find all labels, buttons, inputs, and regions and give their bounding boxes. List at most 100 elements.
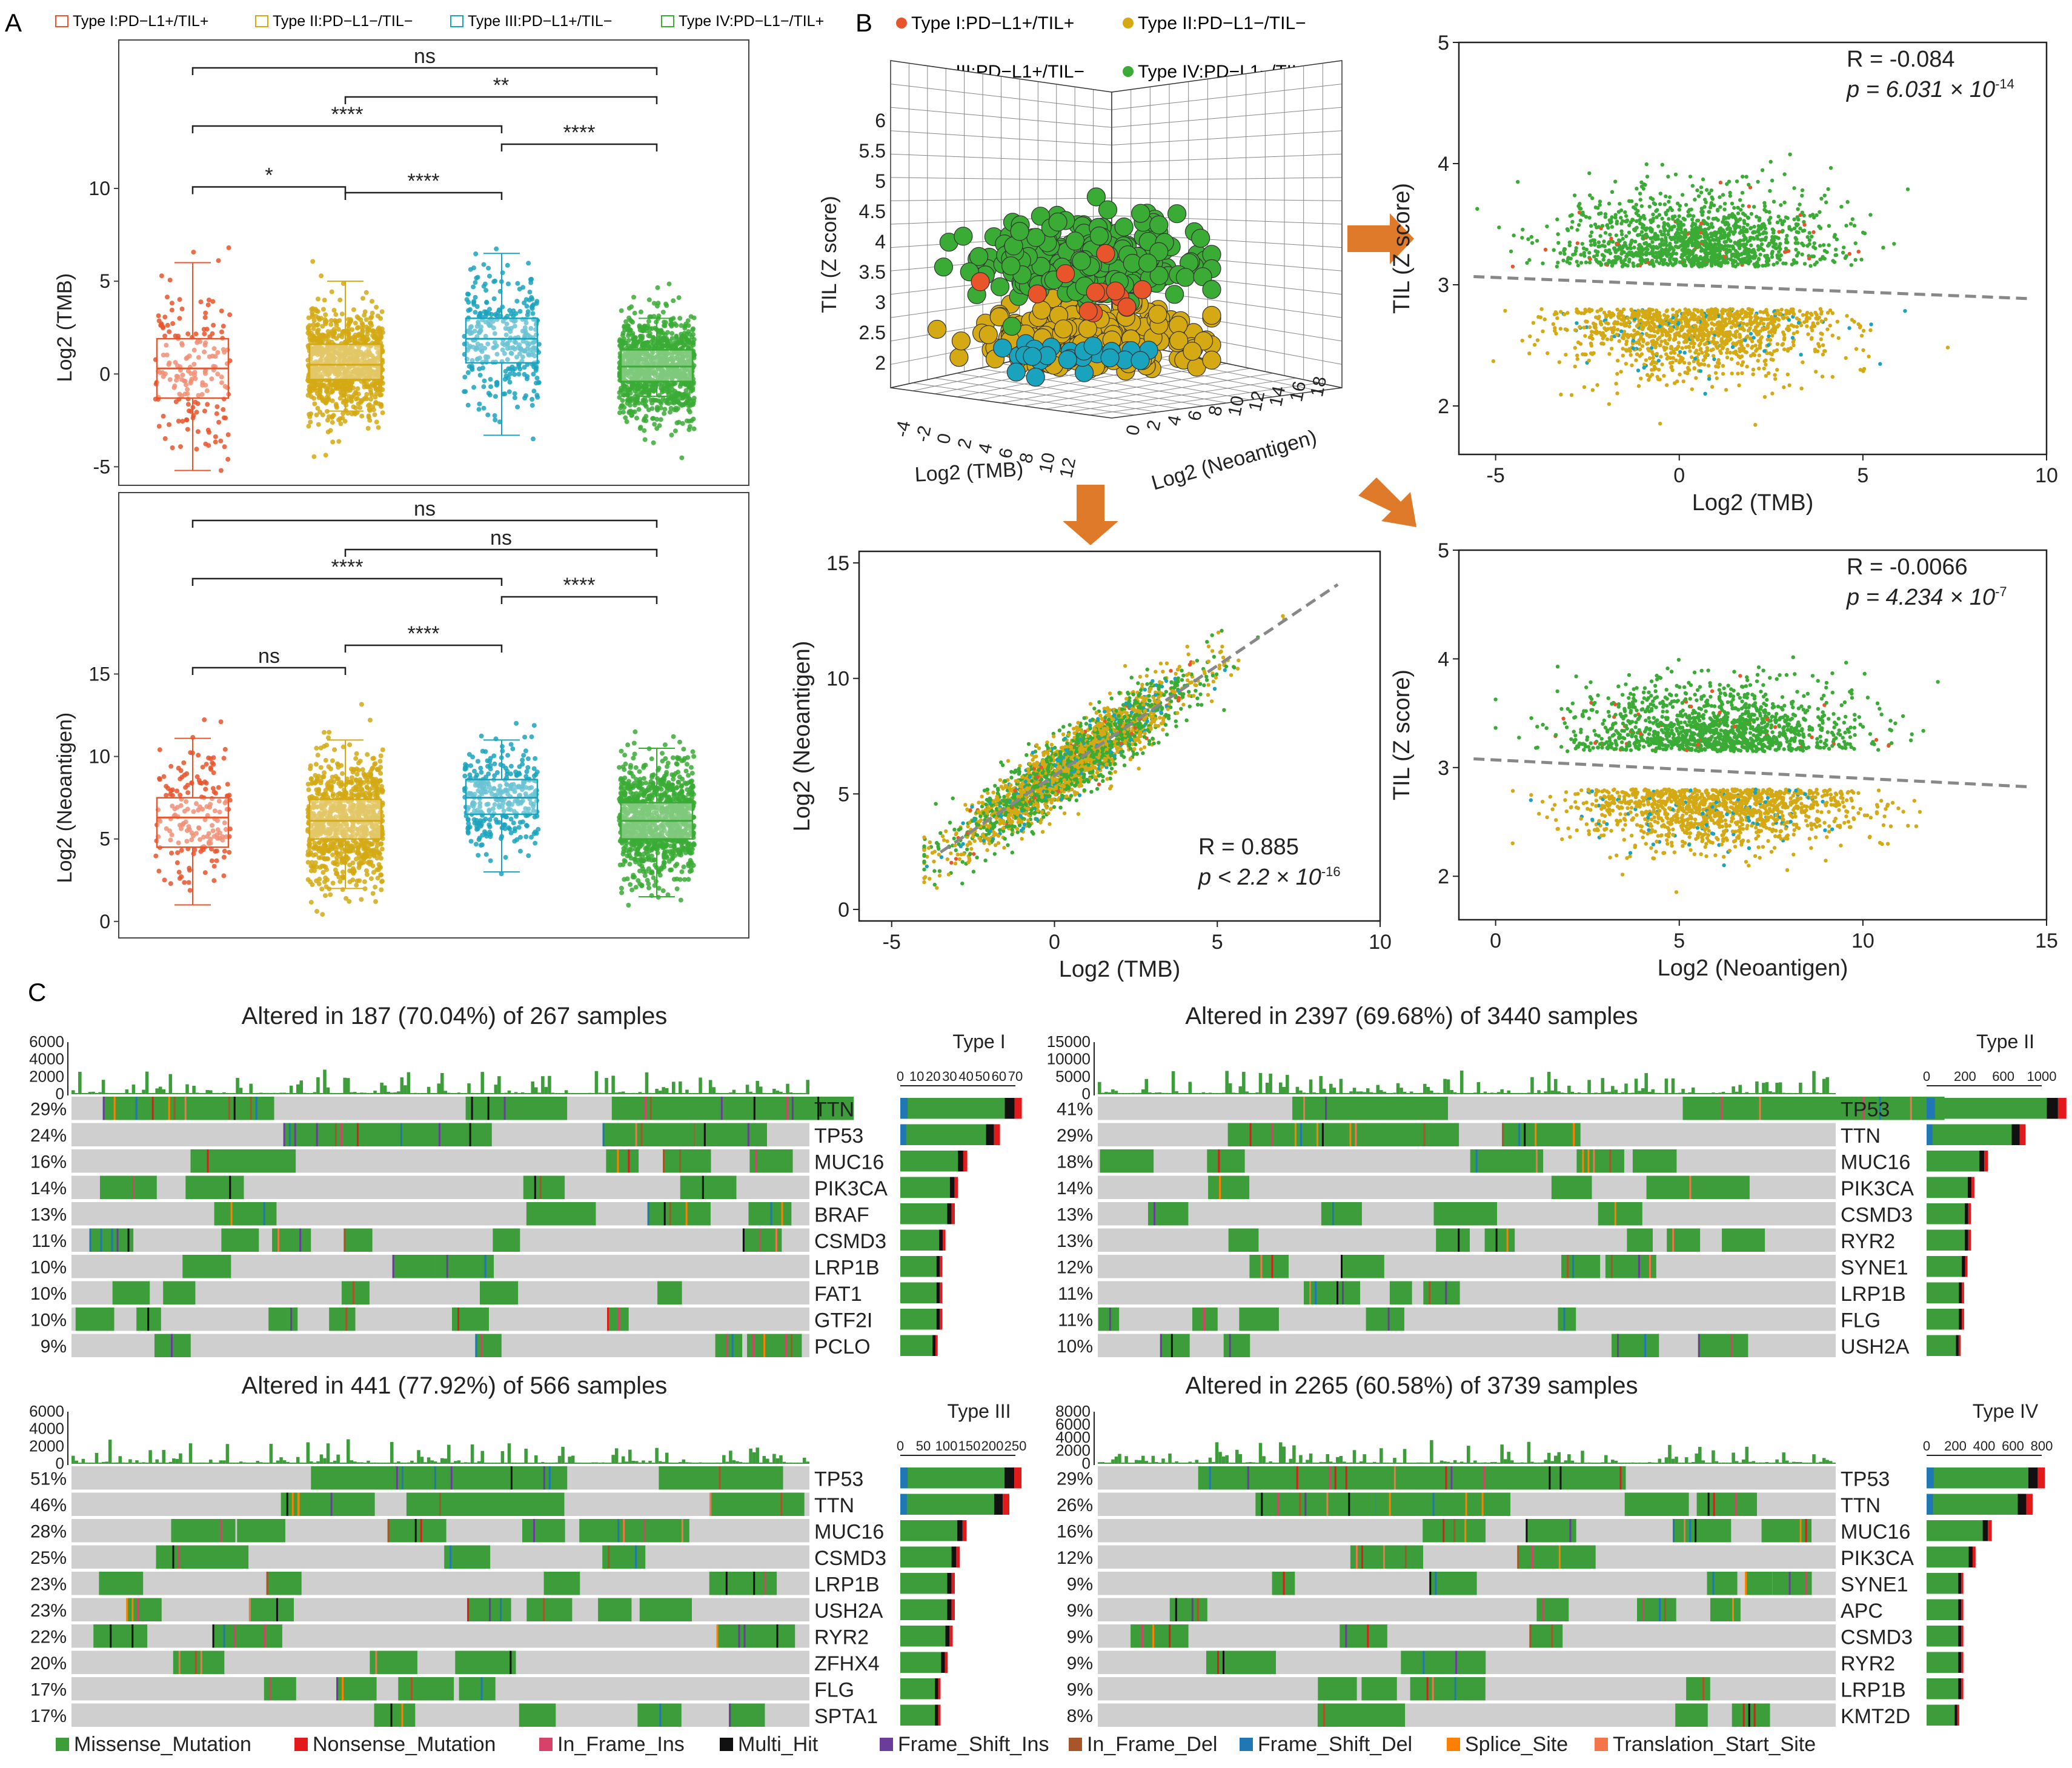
significance-label: ns bbox=[414, 45, 436, 68]
significance-label: * bbox=[265, 164, 273, 187]
jitter-point bbox=[478, 843, 483, 848]
jitter-point bbox=[205, 302, 211, 308]
jitter-point bbox=[641, 417, 646, 423]
jitter-point bbox=[524, 376, 530, 382]
jitter-point bbox=[169, 301, 174, 306]
jitter-point bbox=[524, 304, 530, 309]
jitter-point bbox=[179, 306, 185, 311]
jitter-point bbox=[227, 312, 233, 317]
jitter-point bbox=[686, 403, 691, 408]
jitter-point bbox=[380, 789, 385, 795]
jitter-point bbox=[664, 854, 669, 859]
jitter-point bbox=[221, 756, 227, 761]
jitter-point bbox=[503, 373, 509, 379]
jitter-point bbox=[670, 755, 676, 760]
legend-b-dot bbox=[1123, 18, 1134, 28]
jitter-point bbox=[642, 437, 648, 442]
jitter-point bbox=[379, 887, 384, 892]
jitter-point bbox=[481, 384, 486, 390]
jitter-point bbox=[462, 374, 468, 380]
box-iqr bbox=[308, 344, 382, 381]
jitter-point bbox=[308, 777, 314, 782]
jitter-point bbox=[314, 308, 319, 314]
jitter-point bbox=[691, 426, 697, 431]
jitter-point bbox=[533, 829, 538, 835]
jitter-point bbox=[164, 342, 169, 348]
jitter-point bbox=[336, 874, 342, 880]
jitter-point bbox=[337, 396, 343, 401]
jitter-point bbox=[669, 331, 675, 336]
jitter-point bbox=[196, 753, 201, 758]
jitter-point bbox=[193, 399, 198, 405]
jitter-point bbox=[513, 311, 519, 316]
jitter-point bbox=[689, 790, 695, 796]
bracket-line bbox=[344, 644, 503, 653]
jitter-point bbox=[687, 409, 692, 414]
jitter-point bbox=[669, 867, 674, 872]
jitter-point bbox=[162, 436, 168, 441]
jitter-point bbox=[366, 846, 371, 851]
jitter-point bbox=[367, 328, 373, 333]
jitter-point bbox=[355, 386, 360, 391]
jitter-point bbox=[674, 876, 680, 882]
jitter-point bbox=[659, 328, 664, 334]
jitter-point bbox=[627, 398, 633, 404]
jitter-point bbox=[649, 857, 654, 863]
bracket-line bbox=[191, 577, 503, 586]
jitter-point bbox=[502, 822, 508, 828]
jitter-point bbox=[654, 426, 660, 431]
comparison-bracket: * bbox=[191, 164, 347, 194]
jitter-point bbox=[376, 425, 381, 430]
jitter-point bbox=[494, 246, 499, 251]
jitter-point bbox=[367, 408, 373, 413]
jitter-point bbox=[185, 331, 191, 336]
jitter-point bbox=[531, 302, 536, 307]
jitter-point bbox=[221, 324, 226, 329]
jitter-point bbox=[205, 402, 210, 407]
jitter-point bbox=[617, 862, 623, 868]
jitter-point bbox=[321, 307, 326, 312]
jitter-point bbox=[211, 755, 216, 760]
jitter-point bbox=[309, 781, 314, 786]
jitter-point bbox=[340, 329, 345, 334]
box-iqr bbox=[465, 317, 539, 364]
jitter-point bbox=[517, 287, 522, 292]
jitter-point bbox=[503, 765, 508, 771]
jitter-point bbox=[637, 769, 642, 774]
jitter-point bbox=[340, 415, 345, 420]
jitter-point bbox=[486, 822, 492, 828]
jitter-point bbox=[307, 414, 313, 419]
jitter-point bbox=[523, 748, 528, 754]
jitter-point bbox=[517, 367, 523, 372]
jitter-point bbox=[640, 334, 645, 339]
jitter-point bbox=[665, 760, 671, 766]
jitter-point bbox=[340, 869, 345, 875]
jitter-point bbox=[335, 381, 340, 386]
jitter-point bbox=[634, 399, 640, 404]
jitter-point bbox=[686, 419, 692, 424]
jitter-point bbox=[227, 849, 232, 855]
jitter-point bbox=[195, 429, 201, 434]
jitter-point bbox=[191, 250, 196, 255]
jitter-point bbox=[370, 781, 376, 786]
jitter-point bbox=[216, 258, 221, 264]
jitter-point bbox=[330, 758, 335, 763]
jitter-point bbox=[338, 851, 344, 856]
jitter-point bbox=[659, 792, 664, 797]
jitter-point bbox=[166, 362, 171, 367]
jitter-point bbox=[207, 354, 212, 359]
jitter-point bbox=[536, 380, 541, 385]
jitter-point bbox=[681, 342, 686, 348]
jitter-point bbox=[191, 851, 196, 857]
jitter-point bbox=[161, 353, 166, 357]
jitter-point bbox=[496, 310, 500, 315]
jitter-point bbox=[633, 859, 639, 865]
jitter-point bbox=[619, 785, 624, 790]
jitter-point bbox=[333, 312, 339, 317]
jitter-point bbox=[687, 424, 692, 429]
jitter-point bbox=[211, 878, 217, 883]
jitter-point bbox=[503, 855, 508, 860]
bracket-line bbox=[191, 666, 347, 676]
